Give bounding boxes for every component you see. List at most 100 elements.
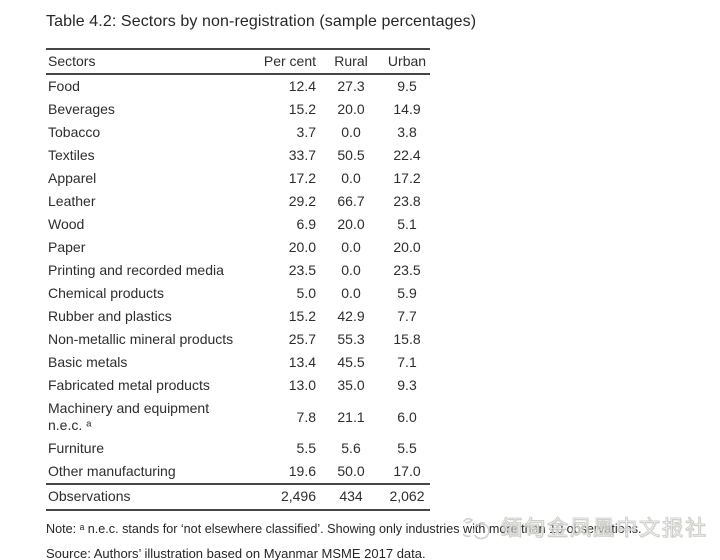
percent-cell: 15.2 [288,101,316,117]
percent-cell: 13.4 [288,354,316,370]
table-figure: Table 4.2: Sectors by non-registration (… [46,13,694,560]
table-row: Other manufacturing 19.6 50.0 17.0 [46,460,430,484]
rural-cell: 0.0 [341,285,361,301]
sector-cell: Tobacco [48,124,101,140]
urban-cell: 9.5 [397,78,417,94]
sector-cell: Textiles [48,147,95,163]
header-row: Sectors Per cent Rural Urban [46,48,430,75]
table-row: Beverages 15.2 20.0 14.9 [46,98,430,121]
urban-cell: 7.7 [397,308,417,324]
table-row: Furniture 5.5 5.6 5.5 [46,437,430,460]
table-row: Non-metallic mineral products 25.7 55.3 … [46,328,430,351]
percent-cell: 20.0 [288,239,316,255]
rural-cell: 27.3 [337,78,365,94]
sector-cell: Rubber and plastics [48,308,172,324]
table-source: Source: Authors’ illustration based on M… [46,546,426,560]
sector-cell: Fabricated metal products [48,377,210,393]
column-header-sectors: Sectors [46,48,241,75]
column-header-percent: Per cent [241,48,318,75]
percent-cell: 5.5 [296,440,316,456]
urban-cell: 23.5 [393,262,421,278]
table-footer: Observations 2,496 434 2,062 [46,483,430,511]
table-row: Rubber and plastics 15.2 42.9 7.7 [46,305,430,328]
percent-cell: 33.7 [288,147,316,163]
table-row: Chemical products 5.0 0.0 5.9 [46,282,430,305]
sector-cell: Basic metals [48,354,128,370]
rural-cell: 20.0 [337,216,365,232]
phoenix-logo-icon [461,512,495,542]
table-title: Table 4.2: Sectors by non-registration (… [46,13,477,30]
table-row: Leather 29.2 66.7 23.8 [46,190,430,213]
percent-cell: 17.2 [288,170,316,186]
percent-cell: 15.2 [288,308,316,324]
observations-percent: 2,496 [241,483,318,511]
rural-cell: 35.0 [337,377,365,393]
table-row: Food 12.4 27.3 9.5 [46,74,430,98]
sector-cell: Beverages [48,101,115,117]
rural-cell: 0.0 [341,262,361,278]
urban-cell: 7.1 [397,354,417,370]
urban-cell: 3.8 [397,124,417,140]
table-row: Machinery and equipment n.e.c. ᵃ 7.8 21.… [46,397,430,437]
sector-cell: Wood [48,216,85,232]
sector-cell: Printing and recorded media [48,262,224,278]
sector-cell: Food [48,78,80,94]
percent-cell: 6.9 [296,216,316,232]
rural-cell: 45.5 [337,354,365,370]
sector-cell: Chemical products [48,285,164,301]
percent-cell: 29.2 [288,193,316,209]
rural-cell: 50.0 [337,463,365,479]
table-row: Wood 6.9 20.0 5.1 [46,213,430,236]
urban-cell: 6.0 [397,408,417,425]
urban-cell: 23.8 [393,193,421,209]
urban-cell: 15.8 [393,331,421,347]
observations-rural: 434 [318,483,384,511]
table-row: Basic metals 13.4 45.5 7.1 [46,351,430,374]
sector-cell: Non-metallic mineral products [48,331,234,347]
urban-cell: 5.1 [397,216,417,232]
sector-cell: Leather [48,193,96,209]
urban-cell: 22.4 [393,147,421,163]
urban-cell: 9.3 [397,377,417,393]
rural-cell: 5.6 [341,440,361,456]
sector-cell: Other manufacturing [48,463,176,479]
observations-label: Observations [46,483,241,511]
rural-cell: 50.5 [337,147,365,163]
table-body: Food 12.4 27.3 9.5 Beverages 15.2 20.0 1… [46,74,430,484]
urban-cell: 17.2 [393,170,421,186]
sector-cell: Machinery and equipment n.e.c. ᵃ [48,400,210,433]
column-header-rural: Rural [318,48,384,75]
sector-cell: Furniture [48,440,105,456]
percent-cell: 7.8 [296,408,316,425]
sectors-table: Sectors Per cent Rural Urban Food 12.4 2… [46,48,430,511]
urban-cell: 17.0 [393,463,421,479]
table-row: Fabricated metal products 13.0 35.0 9.3 [46,374,430,397]
rural-cell: 0.0 [341,124,361,140]
watermark: 缅甸金凤凰中文报社 [461,512,708,542]
percent-cell: 25.7 [288,331,316,347]
percent-cell: 19.6 [288,463,316,479]
rural-cell: 0.0 [341,239,361,255]
sector-cell: Paper [48,239,86,255]
column-header-urban: Urban [384,48,430,75]
watermark-text: 缅甸金凤凰中文报社 [501,517,708,541]
table-row: Textiles 33.7 50.5 22.4 [46,144,430,167]
table-header: Sectors Per cent Rural Urban [46,48,430,75]
rural-cell: 0.0 [341,170,361,186]
rural-cell: 20.0 [337,101,365,117]
sector-cell: Apparel [48,170,97,186]
rural-cell: 55.3 [337,331,365,347]
rural-cell: 21.1 [337,408,365,425]
urban-cell: 14.9 [393,101,421,117]
urban-cell: 5.9 [397,285,417,301]
table-row: Paper 20.0 0.0 20.0 [46,236,430,259]
percent-cell: 12.4 [288,78,316,94]
table-row: Apparel 17.2 0.0 17.2 [46,167,430,190]
rural-cell: 42.9 [337,308,365,324]
percent-cell: 5.0 [296,285,316,301]
table-row: Printing and recorded media 23.5 0.0 23.… [46,259,430,282]
rural-cell: 66.7 [337,193,365,209]
percent-cell: 23.5 [288,262,316,278]
observations-urban: 2,062 [384,483,430,511]
